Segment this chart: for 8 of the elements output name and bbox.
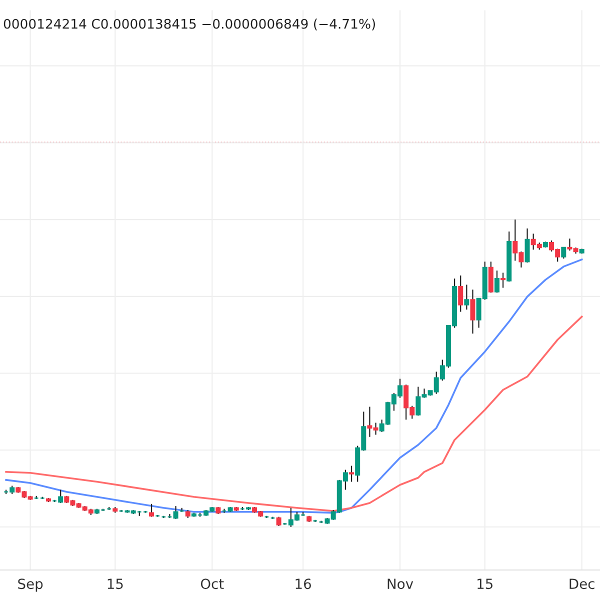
text: 0000124214 C0.0000138415 −0.0000006849 (−4.71%)	[4, 18, 375, 30]
x-tick-label: 16	[296, 578, 311, 590]
x-tick-label: Oct	[200, 578, 224, 590]
x-tick-label: 15	[478, 578, 492, 590]
x-tick-label: Dec	[570, 578, 594, 590]
x-tick-label: Nov	[388, 578, 414, 590]
x-tick-label: Sep	[18, 578, 43, 592]
x-tick-label: 15	[108, 578, 123, 590]
